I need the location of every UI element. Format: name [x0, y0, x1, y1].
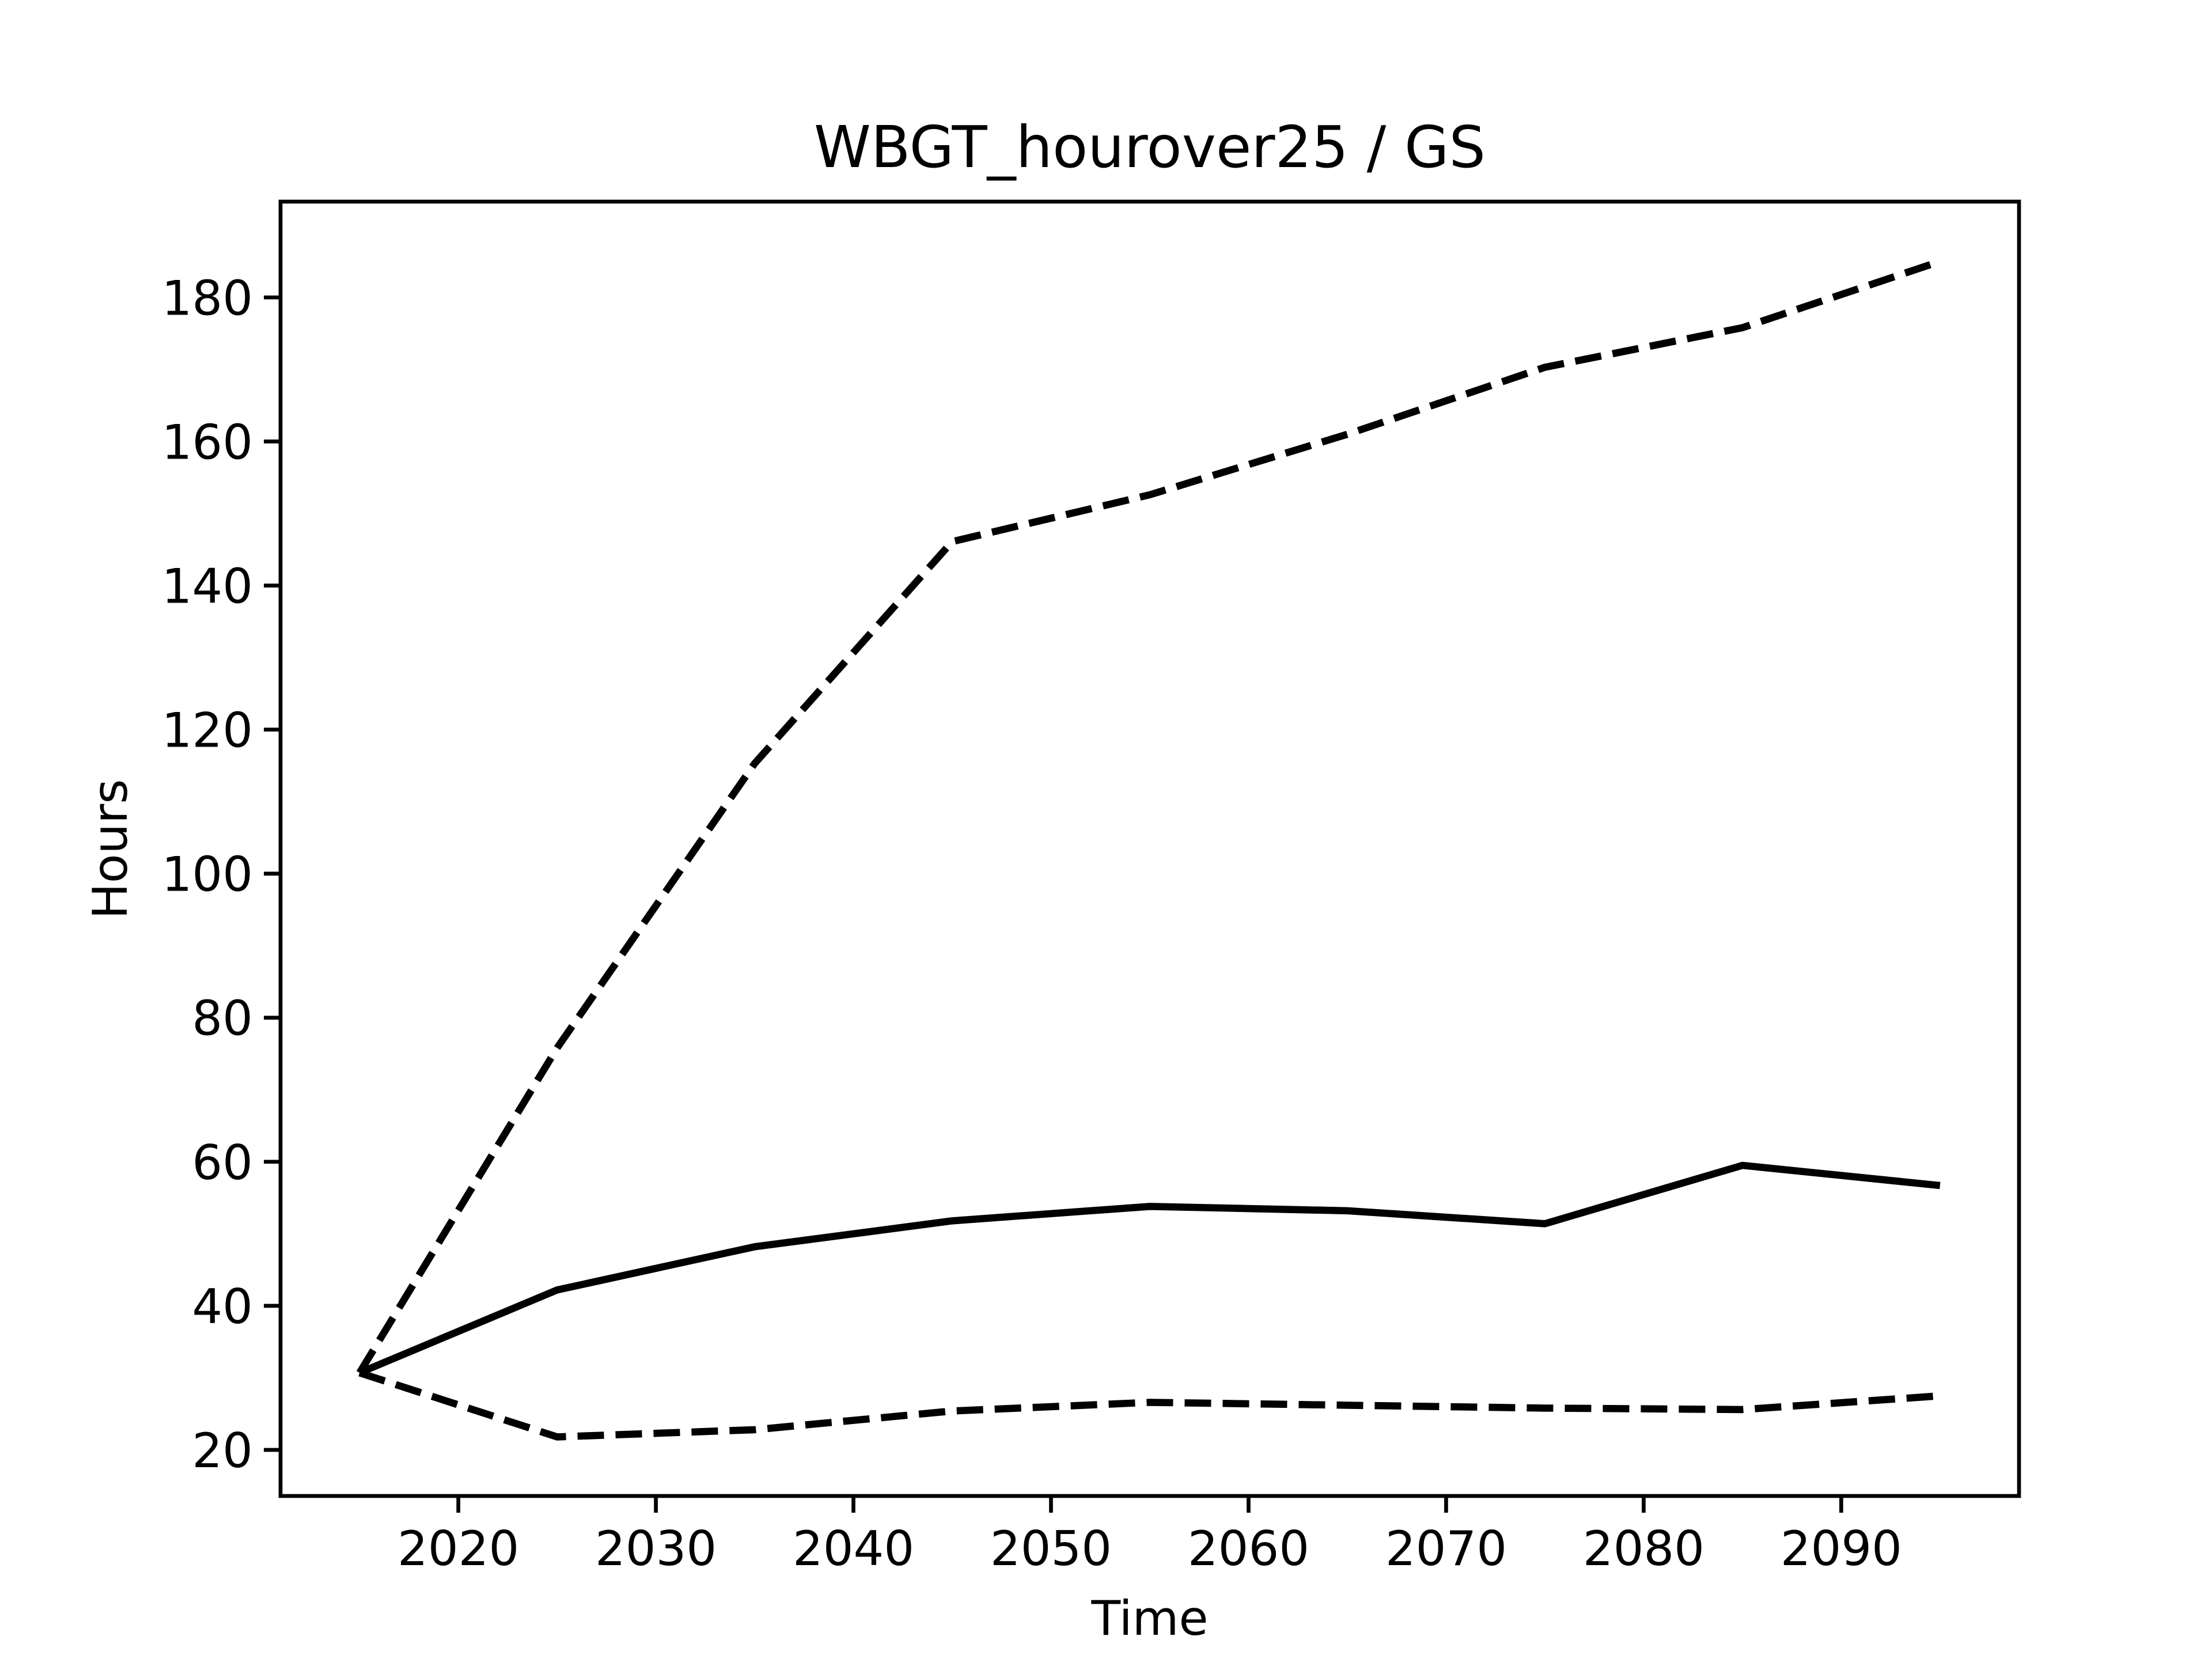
series-line — [356, 257, 1941, 1375]
y-tick-label: 100 — [162, 847, 253, 903]
x-tick-label: 2030 — [595, 1521, 717, 1577]
x-tick-label: 2060 — [1188, 1521, 1309, 1577]
series-line — [358, 1369, 1941, 1441]
y-tick-label: 80 — [192, 991, 253, 1047]
y-tick-label: 160 — [162, 414, 253, 470]
x-tick-label: 2090 — [1781, 1521, 1902, 1577]
y-tick-label: 60 — [192, 1135, 253, 1191]
y-tick-label: 120 — [162, 703, 253, 759]
x-axis-label: Time — [1090, 1590, 1208, 1646]
y-tick-label: 20 — [192, 1423, 253, 1479]
plot-frame — [278, 199, 2021, 1498]
x-tick-label: 2070 — [1385, 1521, 1507, 1577]
y-tick-label: 140 — [162, 558, 253, 614]
y-tick-label: 180 — [162, 270, 253, 326]
chart-title: WBGT_hourover25 / GS — [814, 113, 1486, 181]
x-tick-label: 2040 — [793, 1521, 914, 1577]
y-tick-label: 40 — [192, 1279, 253, 1335]
x-tick-label: 2080 — [1583, 1521, 1705, 1577]
x-tick-label: 2020 — [397, 1521, 519, 1577]
series-line — [358, 1161, 1941, 1376]
x-tick-label: 2050 — [990, 1521, 1112, 1577]
y-axis-label: Hours — [82, 779, 138, 919]
